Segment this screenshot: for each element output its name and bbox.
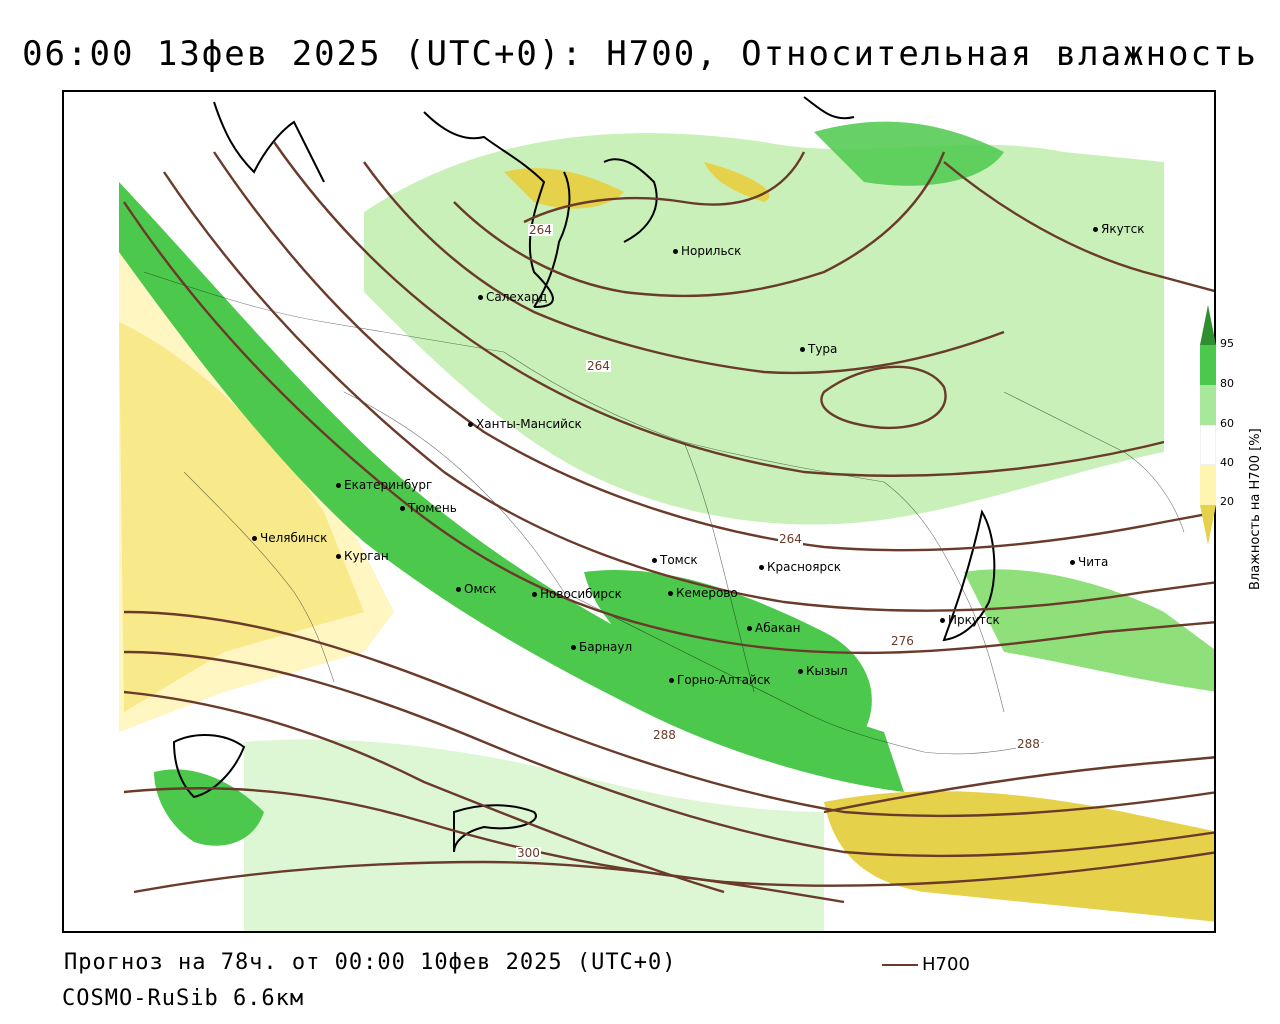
model-name: COSMO-RuSib 6.6км (62, 986, 305, 1011)
contour-label: 288 (1016, 737, 1041, 751)
legend-label: H700 (922, 954, 970, 975)
region-borders (143, 271, 1185, 755)
contour-line (133, 860, 845, 904)
city-marker: Иркутск (940, 614, 1000, 626)
humidity-moist-patch-3 (964, 569, 1214, 692)
contour-line (823, 756, 1214, 814)
forecast-info: Прогноз на 78ч. от 00:00 10фев 2025 (UTC… (64, 950, 677, 975)
contour-line (123, 787, 1214, 887)
contour-line (523, 151, 806, 224)
contour-line (123, 650, 1214, 858)
contour-line (163, 171, 1214, 612)
colorbar-label: Влажность на H700 [%] (1248, 428, 1263, 590)
contour-label: 288 (652, 728, 677, 742)
city-marker: Тура (800, 343, 837, 355)
contour-line (943, 161, 1214, 293)
city-marker: Тюмень (400, 502, 457, 514)
contour-line (123, 610, 1214, 818)
colorbar-tick: 40 (1220, 456, 1234, 469)
humidity-yellow-north (504, 168, 624, 209)
humidity-dry-west-light (119, 232, 394, 732)
city-marker: Кемерово (668, 587, 738, 599)
contour-legend: H700 (882, 954, 970, 975)
city-marker: Новосибирск (532, 588, 622, 600)
contour-line (123, 690, 725, 894)
city-marker: Якутск (1093, 223, 1145, 235)
legend-line-swatch (882, 964, 918, 966)
humidity-moist-patch-1 (814, 121, 1004, 186)
contour-line (123, 201, 1214, 655)
h700-contours (123, 141, 1214, 904)
humidity-field (119, 121, 1214, 931)
chart-title: 06:00 13фев 2025 (UTC+0): H700, Относите… (22, 34, 1258, 74)
colorbar-band (1200, 424, 1216, 466)
city-marker: Салехард (478, 291, 547, 303)
contour-line (363, 161, 1005, 375)
contour-line (213, 151, 1214, 552)
contour-label: 264 (778, 532, 803, 546)
city-marker: Норильск (673, 245, 741, 257)
city-marker: Челябинск (252, 532, 327, 544)
city-marker: Чита (1070, 556, 1108, 568)
colorbar-band (1200, 385, 1216, 425)
city-marker: Томск (652, 554, 698, 566)
map-area: 264 264 264 276 288 288 300 Якутск Норил… (62, 90, 1216, 933)
city-marker: Абакан (747, 622, 800, 634)
colorbar-band (1200, 345, 1216, 385)
city-marker: Горно-Алтайск (669, 674, 771, 686)
humidity-yellow-north-2 (704, 162, 770, 202)
city-marker: Кызыл (798, 665, 848, 677)
humidity-moist-patch-2 (584, 570, 872, 734)
map-canvas (119, 96, 1214, 931)
colorbar-tick: 80 (1220, 377, 1234, 390)
colorbar-tick: 60 (1220, 417, 1234, 430)
colorbar-bottom-arrow (1200, 505, 1216, 545)
city-marker: Ханты-Мансийск (468, 418, 582, 430)
colorbar-band (1200, 465, 1216, 505)
contour-line (273, 141, 1165, 477)
city-marker: Барнаул (571, 641, 632, 653)
city-marker: Красноярск (759, 561, 841, 573)
contour-label: 276 (890, 634, 915, 648)
city-marker: Омск (456, 583, 496, 595)
contour-label: 300 (516, 846, 541, 860)
contour-line (453, 151, 946, 298)
contour-label: 264 (586, 359, 611, 373)
colorbar-tick: 95 (1220, 337, 1234, 350)
colorbar-top-arrow (1200, 305, 1216, 345)
city-marker: Екатеринбург (336, 479, 432, 491)
contour-line (820, 365, 947, 430)
humidity-pale-south (244, 739, 824, 931)
city-marker: Курган (336, 550, 389, 562)
colorbar-tick: 20 (1220, 495, 1234, 508)
humidity-colorbar (1200, 305, 1216, 545)
contour-label: 264 (528, 223, 553, 237)
humidity-yellow-south (824, 791, 1214, 922)
